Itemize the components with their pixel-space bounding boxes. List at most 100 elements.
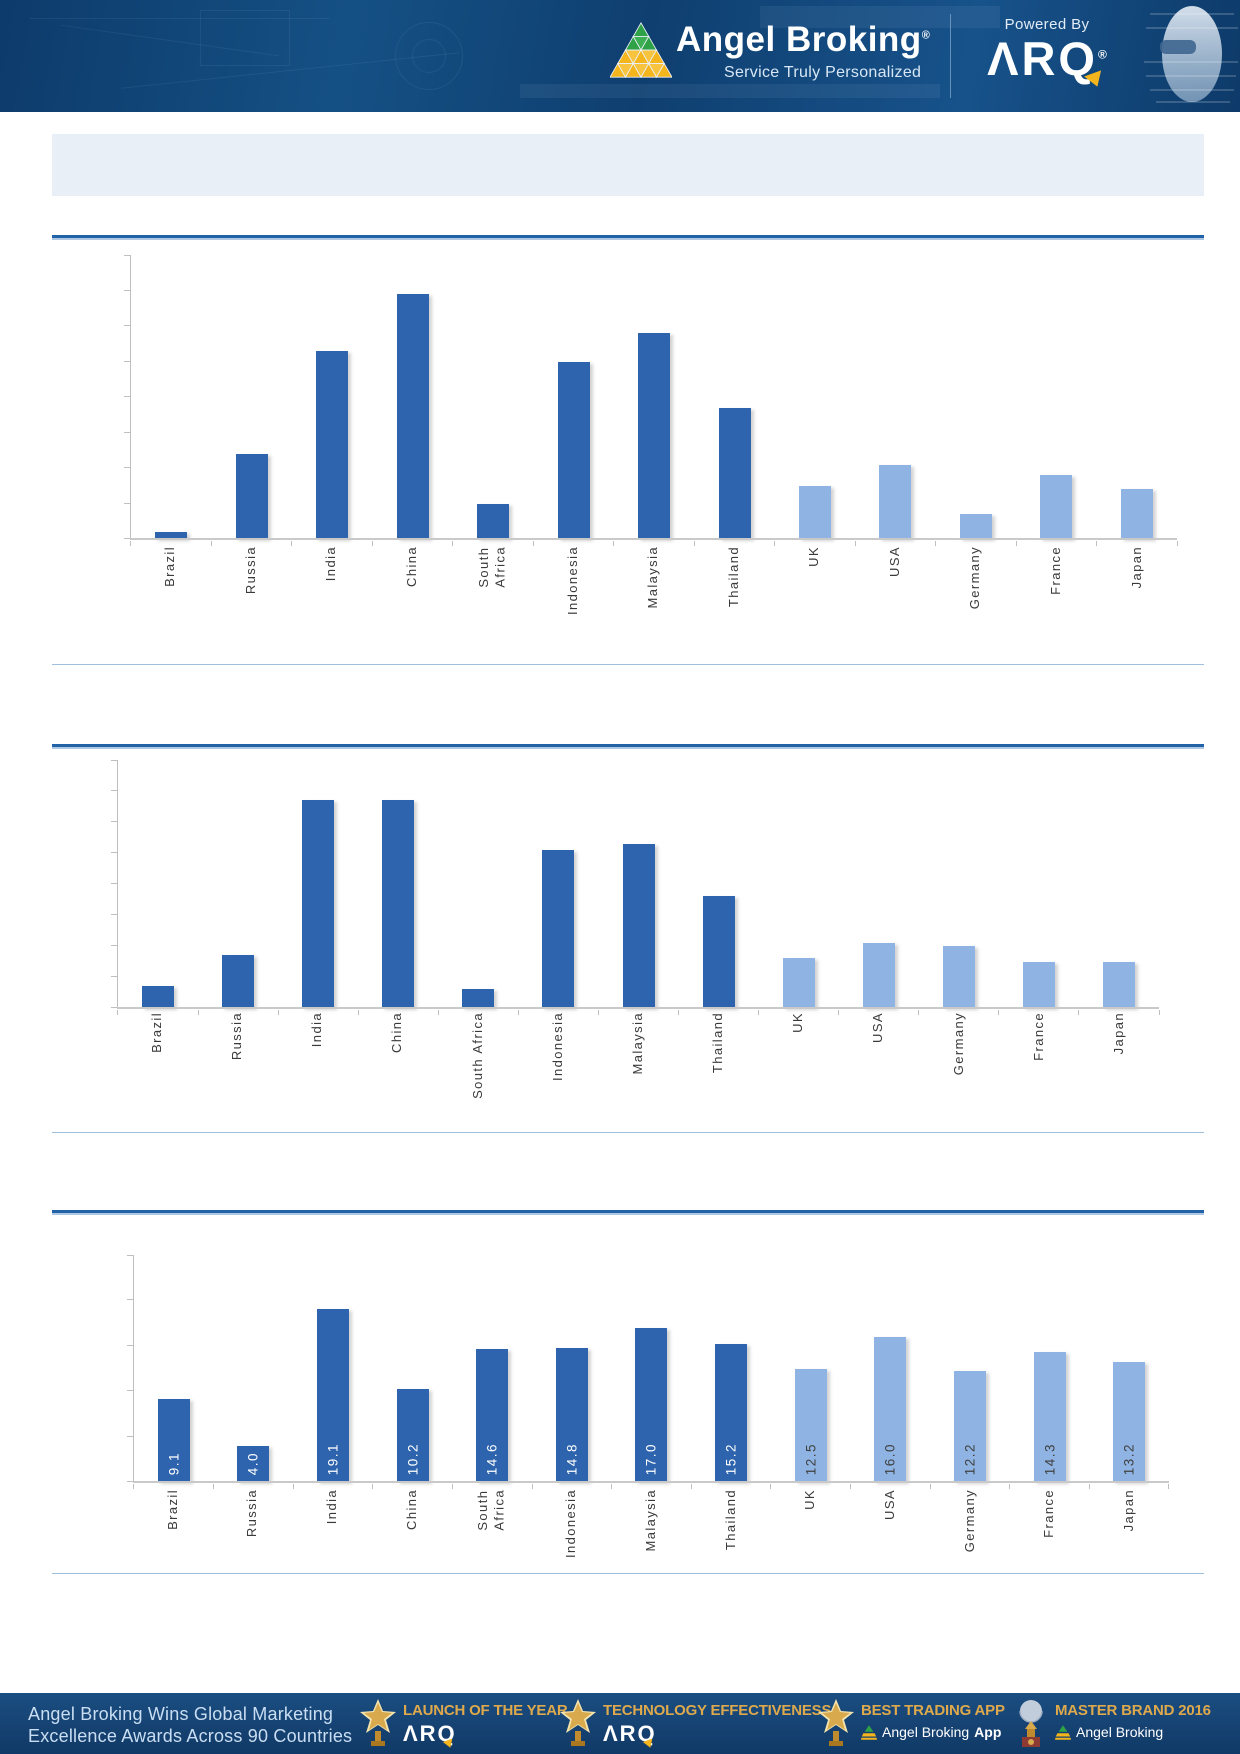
x-axis-tick [451,1484,453,1489]
x-axis-tick [277,1010,279,1015]
x-axis-label-brazil: Brazil [148,1012,164,1053]
bars-row [130,255,1178,546]
bar-slot-malaysia: 17.0 [612,1255,692,1489]
bar-usa: 16.0 [874,1336,907,1482]
y-axis-tick [111,852,118,853]
award-title: BEST TRADING APP [861,1702,1005,1719]
brand-tagline: Service Truly Personalized [724,64,922,81]
x-axis-label-slot: South Africa [438,1012,518,1099]
arq-logo-small: ΛRQ [603,1723,657,1750]
award-sub-text: Angel Broking [882,1724,970,1740]
bar-slot-france: 14.3 [1010,1255,1090,1489]
bar-slot-thailand [679,760,760,1015]
x-axis-tick [292,1484,294,1489]
arq-logo-small: ΛRQ [403,1723,457,1750]
arq-text: ΛRQ [987,32,1098,85]
y-axis-tick [111,790,118,791]
bar-slot-south-africa: 14.6 [452,1255,533,1489]
bar-value-label: 12.2 [962,1442,978,1475]
x-axis-label-indonesia: Indonesia [563,1489,579,1558]
y-axis-tick [127,1255,134,1256]
y-axis-tick [111,821,118,822]
bar-value-label: 19.1 [325,1442,341,1475]
x-axis-label-india: India [324,1489,340,1525]
x-axis-label-slot: France [999,1012,1079,1061]
bar-slot-usa [855,255,937,546]
footer-awards-banner: Angel Broking Wins Global Marketing Exce… [0,1693,1240,1754]
bar-brazil [142,986,175,1008]
x-axis-label-russia: Russia [242,546,258,595]
bar-south-africa: 14.6 [476,1349,509,1482]
x-axis-label-japan: Japan [1128,546,1144,589]
angel-broking-mini-logo-icon [861,1724,877,1740]
award-master-brand-2016: MASTER BRAND 2016 Angel Broking [1014,1699,1211,1749]
x-axis-label-slot: Russia [197,1012,277,1060]
y-axis-tick [124,289,131,291]
x-axis-tick [693,541,695,546]
x-axis-tick [611,1484,613,1489]
award-launch-of-the-year: LAUNCH OF THE YEAR ΛRQ [360,1699,568,1750]
x-axis-label-france: France [1041,1489,1057,1538]
x-axis-tick [613,541,615,546]
x-axis-tick [597,1010,599,1015]
y-axis-tick [124,396,131,397]
bar-malaysia [638,333,671,539]
title-banner [52,134,1204,196]
arq-logo: ΛRQ® [962,32,1132,90]
x-axis-label-slot: Indonesia [518,1012,598,1081]
x-axis-tick [371,541,373,546]
x-axis-tick [690,1484,692,1489]
x-axis-label-thailand: Thailand [725,546,741,608]
x-axis-label-france: France [1030,1012,1046,1061]
y-axis-tick [127,1299,134,1301]
x-axis-label-indonesia: Indonesia [549,1012,565,1081]
x-axis-label-china: China [403,546,419,587]
award-title: MASTER BRAND 2016 [1055,1702,1211,1719]
x-axis-label-usa: USA [881,1489,897,1520]
x-axis-label-slot: UK [771,1489,851,1510]
bar-russia: 4.0 [237,1445,270,1482]
x-axis-label-uk: UK [802,1489,818,1510]
x-axis-label-slot: Japan [1089,1489,1169,1531]
x-axis-label-slot: France [1016,546,1097,595]
x-axis-label-slot: China [357,1012,437,1053]
bar-china [396,294,429,539]
bar-slot-thailand [694,255,776,546]
bar-slot-uk [775,255,856,546]
award-sub-text-bold: App [974,1724,1002,1740]
bar-value-label: 12.5 [803,1442,819,1475]
x-axis-tick [774,541,776,546]
x-axis-tick [133,1484,134,1489]
x-axis-label-slot: India [277,1012,357,1047]
bar-value-label: 9.1 [166,1451,182,1475]
x-axis-label-slot: Japan [1079,1012,1159,1054]
x-axis-tick [130,541,131,546]
bar-india: 19.1 [317,1308,350,1482]
x-axis-tick [1078,1010,1080,1015]
bar-south-africa [477,503,510,539]
x-axis-tick [770,1484,772,1489]
bar-value-label: 4.0 [245,1451,261,1475]
bar-value-label: 16.0 [882,1442,898,1475]
header-deco-rect [760,6,1000,28]
award-text: LAUNCH OF THE YEAR ΛRQ [403,1699,568,1750]
x-axis-label-uk: UK [806,546,822,567]
star-trophy-icon [360,1699,396,1746]
bar-slot-japan [1079,760,1160,1015]
x-axis-label-slot: Brazil [117,1012,197,1053]
bar-malaysia [622,843,655,1008]
x-axis-label-usa: USA [886,546,902,577]
x-axis-tick [117,1010,118,1015]
x-axis-label-slot: UK [758,1012,838,1033]
y-axis-tick [111,760,118,761]
x-axis-tick [849,1484,851,1489]
y-axis-tick [111,883,118,884]
x-axis-tick [1088,1484,1090,1489]
x-axis-label-japan: Japan [1120,1489,1136,1532]
x-axis-label-germany: Germany [961,1489,977,1553]
bar-slot-russia: 4.0 [214,1255,294,1489]
bar-slot-brazil [117,760,199,1015]
bar-chart-3-category-axis: Brazil Russia India China South Africa Indone… [133,1489,1169,1571]
footer-headline: Angel Broking Wins Global Marketing Exce… [28,1703,352,1747]
bar-slot-germany [936,255,1017,546]
